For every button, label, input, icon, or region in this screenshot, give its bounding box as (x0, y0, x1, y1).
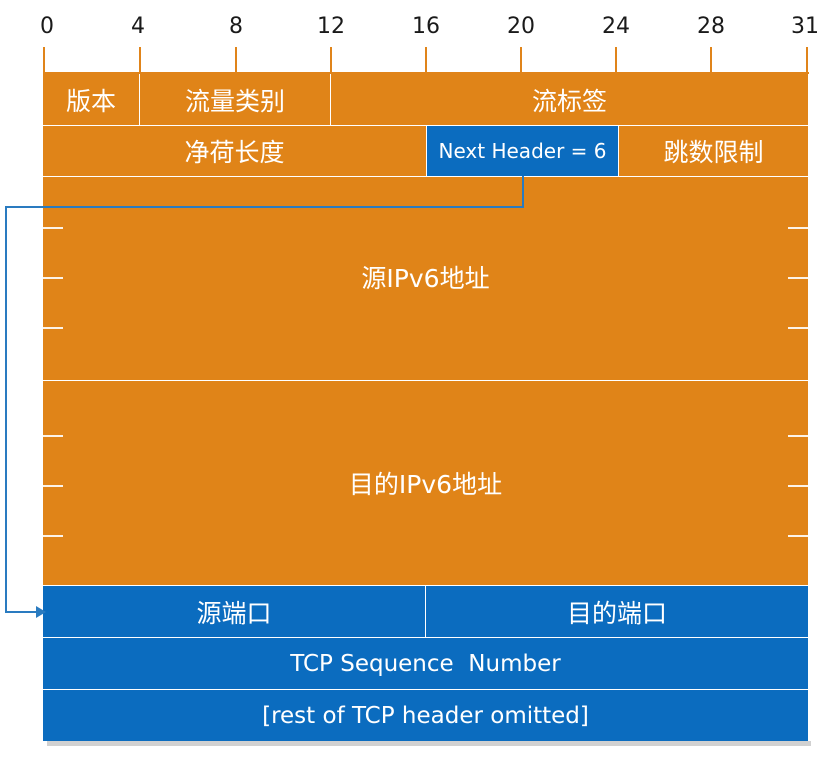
word-marker (788, 227, 808, 229)
rest-of-tcp-header-field: [rest of TCP header omitted] (43, 690, 808, 741)
payload-length-field: 净荷长度 (43, 126, 426, 176)
word-marker (43, 535, 63, 537)
bit-tick (806, 47, 808, 74)
word-marker (788, 435, 808, 437)
next-header-field: Next Header = 6 (427, 126, 618, 176)
bit-tick (710, 47, 712, 74)
bit-label-4: 4 (131, 14, 145, 39)
bit-tick (43, 47, 45, 74)
bit-label-8: 8 (229, 14, 243, 39)
word-marker (788, 277, 808, 279)
word-marker (43, 277, 63, 279)
bit-tick (235, 47, 237, 74)
traffic-class-field: 流量类别 (140, 74, 330, 125)
row-divider (43, 125, 808, 126)
word-marker (43, 327, 63, 329)
source-address-field: 源IPv6地址 (43, 177, 808, 380)
bit-label-0: 0 (40, 14, 54, 39)
bit-label-24: 24 (602, 14, 630, 39)
row-divider (43, 637, 808, 638)
word-marker (788, 535, 808, 537)
hop-limit-field: 跳数限制 (619, 126, 808, 176)
destination-port-field: 目的端口 (426, 586, 808, 637)
bit-tick (139, 47, 141, 74)
source-address-label: 源IPv6地址 (361, 263, 490, 293)
word-marker (43, 227, 63, 229)
source-port-field: 源端口 (43, 586, 425, 637)
word-marker (43, 435, 63, 437)
tcp-header-shadow (47, 741, 811, 746)
bit-tick (615, 47, 617, 74)
field-divider (139, 74, 140, 125)
bit-label-12: 12 (317, 14, 345, 39)
bit-tick (330, 47, 332, 74)
word-marker (788, 327, 808, 329)
bit-baseline (43, 72, 809, 74)
word-marker (43, 485, 63, 487)
bit-tick (520, 47, 522, 74)
bit-tick (425, 47, 427, 74)
destination-address-label: 目的IPv6地址 (348, 470, 503, 499)
flow-label-field: 流标签 (331, 74, 808, 125)
sequence-number-field: TCP Sequence Number (43, 638, 808, 689)
row-divider (43, 689, 808, 690)
bit-label-31: 31 (791, 14, 819, 39)
field-divider (330, 74, 331, 125)
bit-label-20: 20 (507, 14, 535, 39)
version-field: 版本 (43, 74, 139, 125)
word-marker (788, 485, 808, 487)
field-divider (425, 586, 426, 637)
destination-address-field: 目的IPv6地址 (43, 381, 808, 585)
bit-label-16: 16 (412, 14, 440, 39)
bit-label-28: 28 (697, 14, 725, 39)
